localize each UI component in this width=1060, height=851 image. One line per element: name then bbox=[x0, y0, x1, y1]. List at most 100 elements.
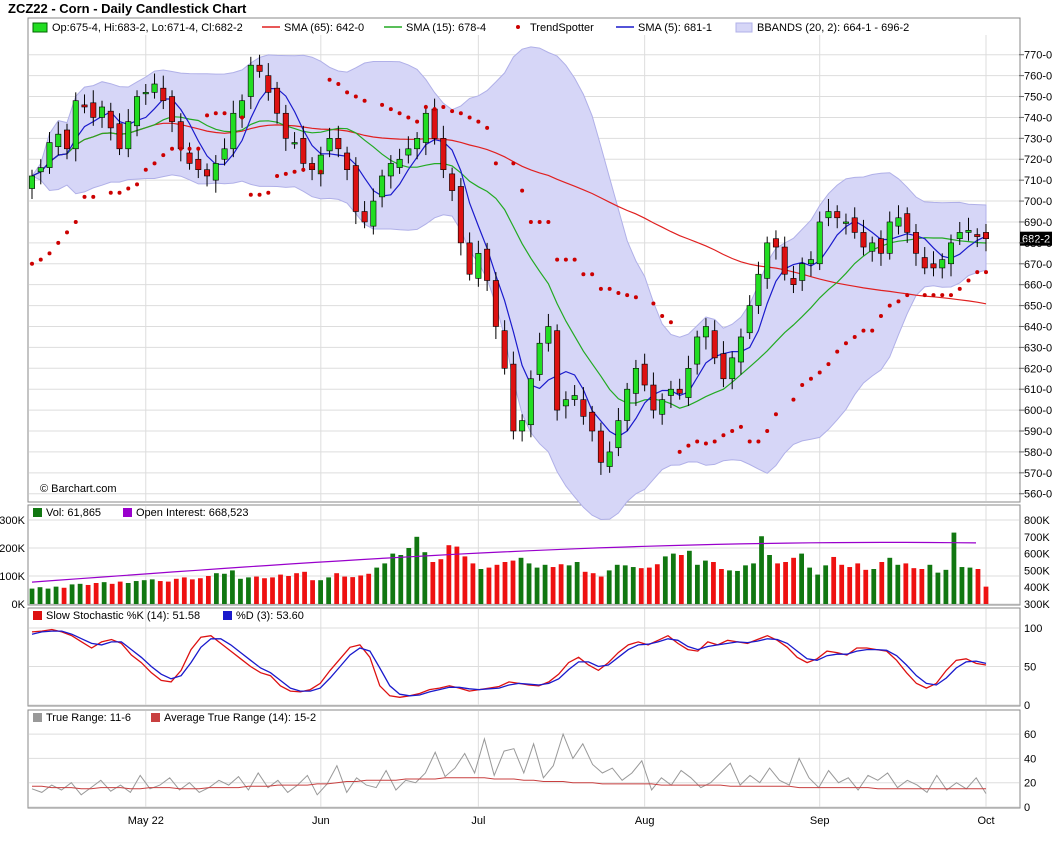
legend-d: %D (3): 53.60 bbox=[236, 610, 304, 622]
candle-body bbox=[641, 363, 648, 386]
volume-bar bbox=[77, 583, 83, 604]
trendspotter-dot bbox=[301, 167, 306, 172]
candle-body bbox=[939, 259, 946, 269]
candle-body bbox=[921, 257, 928, 269]
candle-body bbox=[519, 420, 526, 432]
price-tick-label: 590-0 bbox=[1024, 426, 1052, 438]
price-layer: 682-2 bbox=[29, 46, 1052, 521]
trendspotter-dot bbox=[82, 194, 87, 199]
legend-swatch-oi bbox=[123, 508, 132, 517]
volume-bar bbox=[37, 587, 43, 604]
volume-bar bbox=[326, 577, 332, 604]
trendspotter-dot bbox=[30, 261, 34, 266]
volume-bar bbox=[302, 571, 307, 604]
candle-body bbox=[974, 234, 981, 237]
trendspotter-dot bbox=[205, 113, 210, 118]
volume-bar bbox=[390, 553, 396, 604]
candle-body bbox=[300, 138, 307, 164]
volume-bar bbox=[975, 569, 981, 604]
candle-body bbox=[799, 263, 806, 281]
volume-bar bbox=[951, 532, 957, 604]
volume-bar bbox=[406, 548, 412, 604]
volume-bar bbox=[486, 567, 492, 604]
trendspotter-dot bbox=[161, 153, 166, 158]
trendspotter-dot bbox=[738, 424, 743, 429]
trendspotter-dot bbox=[835, 349, 840, 354]
trendspotter-dot bbox=[275, 173, 280, 178]
volume-bar bbox=[727, 570, 732, 604]
volume-right-tick-label: 500K bbox=[1024, 565, 1050, 577]
legend-bbands: BBANDS (20, 2): 664-1 - 696-2 bbox=[757, 22, 909, 34]
volume-bar bbox=[847, 567, 853, 604]
trendspotter-dot bbox=[695, 439, 700, 444]
price-tick-label: 600-0 bbox=[1024, 405, 1052, 417]
candle-body bbox=[449, 173, 456, 191]
trendspotter-dot bbox=[747, 439, 752, 444]
trendspotter-dot bbox=[222, 111, 227, 116]
candle-body bbox=[169, 96, 176, 122]
legend-swatch-tr bbox=[33, 713, 42, 722]
trendspotter-dot bbox=[563, 257, 568, 262]
trendspotter-dot bbox=[108, 190, 113, 195]
candle-body bbox=[405, 148, 412, 156]
trendspotter-dot bbox=[450, 109, 455, 114]
volume-bar bbox=[470, 563, 476, 604]
x-tick-label: Sep bbox=[810, 815, 830, 827]
trendspotter-dot bbox=[537, 219, 542, 224]
candle-body bbox=[737, 336, 744, 363]
trendspotter-dot bbox=[467, 115, 472, 120]
price-tick-label: 770-0 bbox=[1024, 50, 1052, 62]
volume-bar bbox=[678, 555, 684, 604]
volume-bar bbox=[382, 563, 388, 604]
candle-body bbox=[72, 100, 79, 150]
sma5-line bbox=[31, 88, 987, 438]
volume-bar bbox=[494, 564, 500, 604]
legend-swatch-bbands bbox=[735, 22, 753, 33]
trendspotter-dot bbox=[607, 286, 612, 291]
candle-body bbox=[492, 280, 499, 327]
price-tick-label: 620-0 bbox=[1024, 363, 1052, 375]
volume-bar bbox=[686, 550, 692, 604]
volume-bar bbox=[927, 564, 933, 604]
stoch-legend: Slow Stochastic %K (14): 51.58 %D (3): 5… bbox=[33, 610, 304, 622]
tr-tick-label: 0 bbox=[1024, 802, 1030, 814]
candle-body bbox=[422, 112, 429, 143]
candle-body bbox=[729, 357, 736, 380]
volume-bar bbox=[246, 577, 251, 604]
trendspotter-dot bbox=[878, 314, 883, 319]
candle-body bbox=[834, 211, 841, 219]
volume-bar bbox=[895, 564, 901, 604]
candle-body bbox=[606, 451, 613, 467]
candle-body bbox=[265, 75, 272, 93]
candle-body bbox=[116, 123, 123, 150]
chart-title: ZCZ22 - Corn - Daily Candlestick Chart bbox=[8, 1, 247, 16]
candle-body bbox=[842, 221, 849, 224]
trendspotter-dot bbox=[38, 257, 43, 262]
trendspotter-dot bbox=[257, 192, 262, 197]
last-price-label: 682-2 bbox=[1022, 234, 1050, 246]
candle-body bbox=[825, 211, 832, 219]
volume-bar bbox=[262, 578, 267, 604]
candle-body bbox=[510, 363, 517, 432]
volume-bar bbox=[783, 562, 788, 604]
candle-body bbox=[125, 121, 132, 150]
volume-bar bbox=[911, 568, 917, 604]
trendspotter-dot bbox=[625, 293, 630, 298]
legend-swatch-atr bbox=[151, 713, 160, 722]
volume-bar bbox=[278, 574, 283, 604]
candle-body bbox=[282, 112, 289, 139]
legend-oi: Open Interest: 668,523 bbox=[136, 507, 249, 519]
volume-bar bbox=[542, 564, 548, 604]
volume-bar bbox=[574, 562, 580, 604]
trendspotter-dot bbox=[520, 188, 525, 193]
x-tick-label: Jun bbox=[312, 815, 330, 827]
trendspotter-dot bbox=[170, 146, 175, 151]
volume-bar bbox=[903, 563, 909, 604]
volume-bar bbox=[53, 586, 59, 604]
tr-tick-label: 60 bbox=[1024, 729, 1036, 741]
candle-body bbox=[877, 238, 884, 254]
trendspotter-dot bbox=[126, 186, 131, 191]
volume-bar bbox=[630, 567, 636, 604]
trendspotter-dot bbox=[283, 171, 288, 176]
volume-bar bbox=[518, 557, 524, 604]
